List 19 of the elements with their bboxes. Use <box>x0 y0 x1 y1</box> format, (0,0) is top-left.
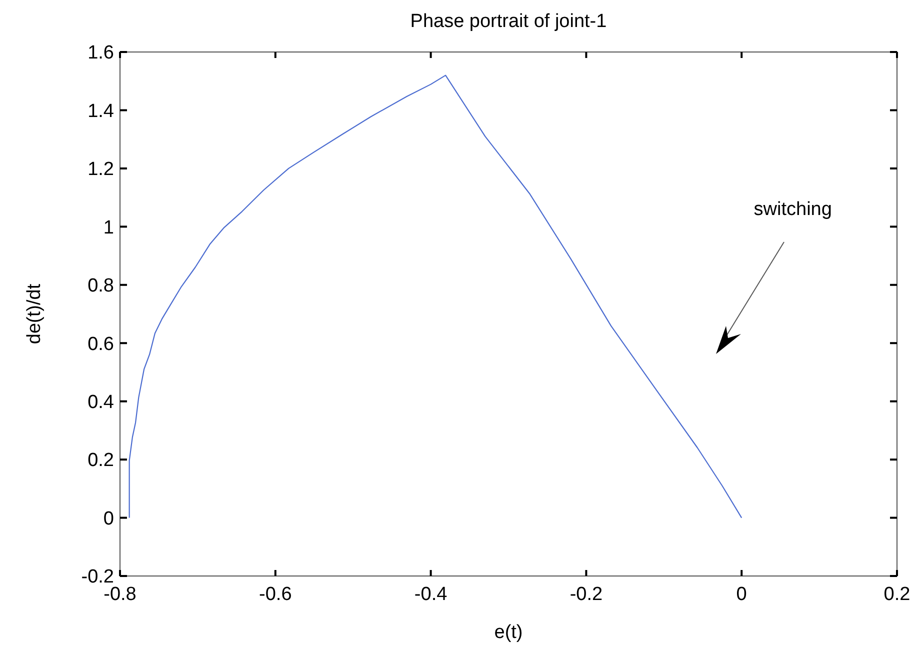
x-tick-label: -0.6 <box>259 584 292 605</box>
y-tick-label: 0.2 <box>88 450 114 472</box>
x-tick-label: -0.4 <box>414 584 448 605</box>
y-tick-label: 0 <box>103 508 114 530</box>
x-tick-label: 0 <box>736 584 747 605</box>
y-tick-label: 0.4 <box>88 392 114 413</box>
y-tick-label: 0.6 <box>88 334 114 355</box>
line-series <box>128 74 742 518</box>
annotation: switching <box>754 198 832 220</box>
y-tick-label: 1 <box>103 217 114 238</box>
x-tick-label: -0.2 <box>570 584 603 605</box>
y-tick-label: 0.8 <box>88 276 114 297</box>
x-tick-label: 0.2 <box>884 584 910 605</box>
y-tick-label: 1.4 <box>88 100 114 122</box>
y-axis-title: de(t)/dt <box>24 283 45 344</box>
chart-title: Phase portrait of joint-1 <box>410 11 607 32</box>
y-tick-label: 1.2 <box>88 159 114 180</box>
x-axis-title: e(t) <box>494 622 523 643</box>
y-tick-label: 1.6 <box>88 42 114 64</box>
